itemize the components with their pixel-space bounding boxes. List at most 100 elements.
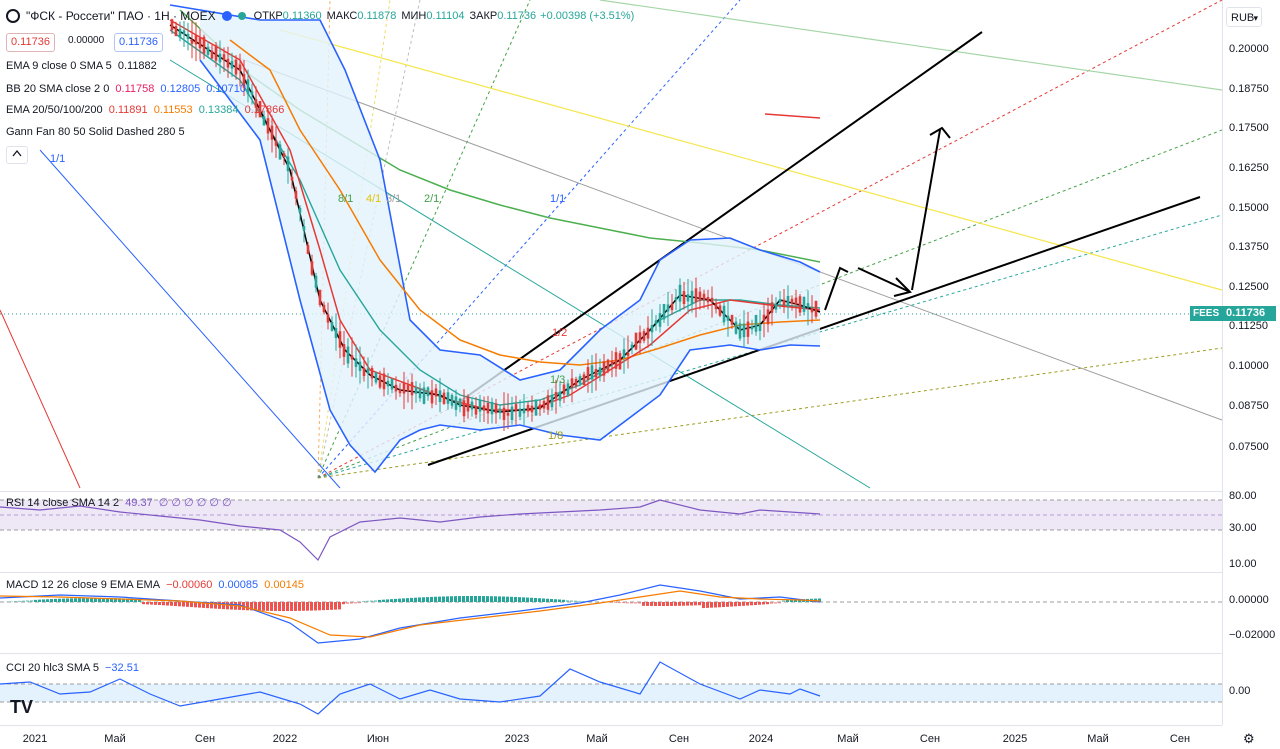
candle-body (571, 378, 574, 387)
gann-label: 4/1 (366, 193, 381, 205)
macd-bar (394, 599, 397, 602)
macd-bar (142, 602, 145, 604)
legend-ema9[interactable]: EMA 9 close 0 SMA 5 0.11882 (6, 60, 160, 72)
macd-bar (490, 596, 493, 602)
candle-body (419, 388, 422, 398)
macd-bar (362, 601, 365, 602)
legend-rsi-label: RSI 14 close SMA 14 2 (6, 497, 119, 509)
candle-body (399, 390, 402, 393)
macd-bar (46, 599, 49, 602)
macd-bar (10, 601, 13, 602)
candle-body (639, 332, 642, 343)
legend-macd[interactable]: MACD 12 26 close 9 EMA EMA −0.00060 0.00… (6, 579, 307, 591)
ohlc-open-label: ОТКР (254, 10, 283, 22)
macd-bar (534, 598, 537, 602)
candle-body (811, 308, 814, 313)
candle-body (499, 409, 502, 413)
macd-bar (330, 602, 333, 610)
main-chart-svg[interactable] (0, 0, 1222, 490)
ask-box[interactable]: 0.11736 (114, 33, 163, 52)
macd-bar (570, 600, 573, 602)
macd-bar (150, 602, 153, 605)
legend-bb-label: BB 20 SMA close 2 0 (6, 83, 109, 95)
candle-body (739, 323, 742, 338)
bid-box[interactable]: 0.11736 (6, 33, 55, 52)
macd-bar (34, 600, 37, 602)
macd-bar (70, 598, 73, 602)
settings-gear-icon[interactable]: ⚙ (1243, 731, 1255, 747)
time-tick: 2023 (505, 733, 529, 745)
macd-bar (698, 602, 701, 605)
legend-rsi[interactable]: RSI 14 close SMA 14 2 49.37 ∅ ∅ ∅ ∅ ∅ ∅ (6, 496, 235, 509)
legend-rsi-value: 49.37 (125, 497, 153, 509)
candle-body (535, 399, 538, 415)
macd-bar (178, 602, 181, 606)
macd-bar (298, 602, 301, 611)
candle-body (587, 367, 590, 380)
legend-ema-v1: 0.11891 (109, 104, 148, 116)
legend-bb-v1: 0.11758 (115, 83, 154, 95)
legend-bb-v3: 0.10710 (206, 83, 246, 95)
macd-scale-tick: −0.02000 (1229, 629, 1275, 641)
candle-body (363, 368, 366, 376)
candle-body (495, 403, 498, 413)
macd-bar (494, 596, 497, 602)
ohlc-open: 0.11360 (283, 10, 322, 22)
gann-label: 2/1 (424, 193, 439, 205)
legend-bb[interactable]: BB 20 SMA close 2 0 0.11758 0.12805 0.10… (6, 83, 249, 95)
symbol-title[interactable]: "ФСК - Россети" ПАО · 1Н · MOEX (26, 9, 216, 23)
gann-label: 1/1 (550, 193, 565, 205)
ohlc-high-label: МАКС (327, 10, 358, 22)
macd-bar (522, 597, 525, 602)
candle-body (403, 383, 406, 394)
macd-pane[interactable]: MACD 12 26 close 9 EMA EMA −0.00060 0.00… (0, 572, 1222, 653)
candle-body (191, 40, 194, 44)
candle-body (747, 322, 750, 337)
macd-bar (422, 597, 425, 602)
time-tick: Сен (195, 733, 215, 745)
legend-cci[interactable]: CCI 20 hlc3 SMA 5 −32.51 (6, 662, 142, 674)
macd-bar (482, 596, 485, 602)
candle-body (219, 54, 222, 63)
macd-bar (470, 596, 473, 602)
candle-body (595, 369, 598, 377)
legend-macd-v1: −0.00060 (166, 579, 212, 591)
candle-body (435, 388, 438, 396)
macd-bar (474, 596, 477, 602)
cci-svg (0, 654, 1222, 726)
macd-bar (538, 598, 541, 602)
candle-body (603, 361, 606, 375)
candle-body (575, 379, 578, 386)
projection-arrows (825, 128, 950, 310)
legend-gann-label: Gann Fan 80 50 Solid Dashed 280 5 (6, 126, 185, 138)
legend-gann[interactable]: Gann Fan 80 50 Solid Dashed 280 5 (6, 126, 188, 138)
macd-bar (530, 598, 533, 602)
collapse-legend-button[interactable] (6, 146, 28, 164)
macd-bar (638, 602, 641, 604)
macd-bar (502, 597, 505, 602)
candle-body (327, 314, 330, 322)
rsi-pane[interactable]: RSI 14 close SMA 14 2 49.37 ∅ ∅ ∅ ∅ ∅ ∅ (0, 491, 1222, 572)
main-chart-pane[interactable] (0, 0, 1222, 490)
legend-ema-multi[interactable]: EMA 20/50/100/200 0.11891 0.11553 0.1338… (6, 104, 287, 116)
macd-bar (726, 602, 729, 607)
candle-body (207, 47, 210, 55)
candle-body (623, 349, 626, 358)
macd-bar (462, 596, 465, 602)
candle-body (199, 38, 202, 49)
macd-bar (350, 602, 353, 604)
time-tick: Сен (669, 733, 689, 745)
candle-body (355, 358, 358, 366)
macd-bar (42, 599, 45, 602)
candle-body (347, 347, 350, 364)
candle-body (455, 396, 458, 409)
candle-body (251, 91, 254, 94)
cci-pane[interactable]: CCI 20 hlc3 SMA 5 −32.51 (0, 653, 1222, 726)
price-tick: 0.08750 (1229, 400, 1269, 412)
legend-cci-label: CCI 20 hlc3 SMA 5 (6, 662, 99, 674)
macd-bar (754, 602, 757, 605)
gann-side-label: 1/1 (50, 153, 65, 165)
currency-select-overlay[interactable]: RUB (1226, 7, 1262, 27)
